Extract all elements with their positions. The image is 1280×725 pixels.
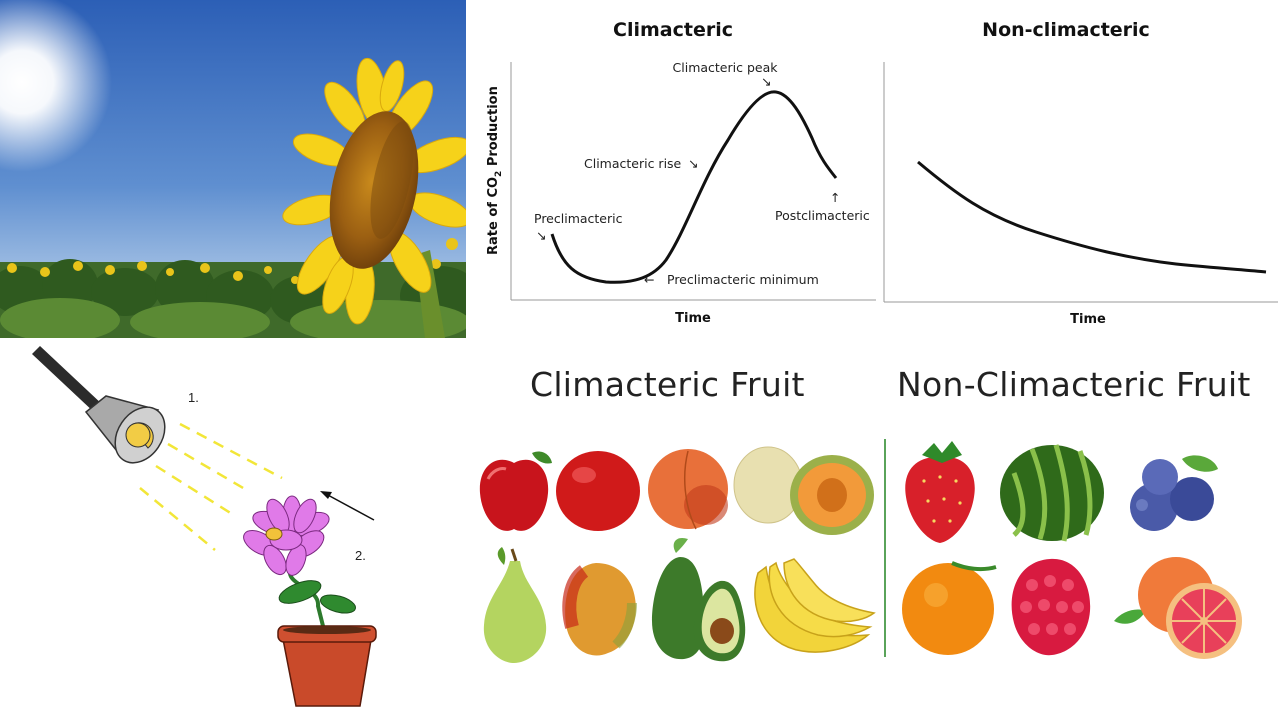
climacteric-fruit-heading: Climacteric Fruit [530, 365, 805, 404]
preclimacteric-minimum-label: Preclimacteric minimum [667, 272, 819, 287]
potted-flower-icon [243, 495, 377, 707]
grapefruit-icon [1114, 557, 1242, 659]
y-axis-label: Rate of CO2 Production [486, 86, 504, 255]
preclimacteric-label: Preclimacteric [534, 211, 623, 226]
orange-icon [902, 561, 997, 655]
minimum-arrow-icon: ← [644, 272, 654, 287]
sunflower-photo [0, 0, 466, 338]
strawberry-icon [905, 441, 975, 543]
mango-icon [562, 563, 637, 656]
respiration-graphs: Climacteric Rate of CO2 Production Time … [466, 0, 1280, 345]
lamp-icon [84, 395, 166, 464]
climacteric-rise-label: Climacteric rise [584, 156, 682, 171]
blueberry-icon [1130, 455, 1218, 531]
sunflower-illustration [0, 0, 466, 338]
non-climacteric-curve [917, 160, 1267, 274]
watermelon-icon [1000, 444, 1104, 542]
lamp-flower-diagram: 1. 2. [0, 338, 466, 720]
non-climacteric-graph: Non-climacteric Time [883, 19, 1278, 327]
x-axis-label: Time [1070, 312, 1106, 327]
climacteric-peak-label: Climacteric peak [673, 60, 779, 75]
non-climacteric-fruit-heading: Non-Climacteric Fruit [897, 365, 1251, 404]
apple-icon [479, 451, 552, 531]
peak-arrow-icon: ↘ [761, 74, 771, 89]
raspberry-icon [1011, 558, 1091, 656]
pear-icon [483, 547, 547, 663]
climacteric-graph-title: Climacteric [613, 19, 733, 41]
cantaloupe-icon [733, 446, 874, 535]
climacteric-graph: Climacteric Rate of CO2 Production Time … [486, 19, 876, 326]
light-rays [139, 422, 283, 551]
step-2-label: 2. [355, 548, 366, 563]
postclimacteric-label: Postclimacteric [775, 208, 870, 223]
avocado-icon [652, 537, 746, 662]
non-climacteric-graph-title: Non-climacteric [982, 19, 1150, 41]
sun-icon [0, 0, 112, 172]
preclimacteric-arrow-icon: ↘ [536, 228, 546, 243]
step-1-label: 1. [188, 390, 199, 405]
peach-icon [648, 449, 728, 530]
direction-arrow-icon [320, 491, 375, 521]
nectarine-icon [556, 451, 640, 531]
rise-arrow-icon: ↘ [688, 156, 698, 171]
banana-icon [754, 558, 876, 653]
lamp-arm [32, 346, 104, 414]
postclimacteric-arrow-icon: ↑ [830, 190, 840, 205]
climacteric-curve [550, 90, 838, 284]
fruit-comparison: Climacteric Fruit Non-Climacteric Fruit [466, 345, 1280, 720]
x-axis-label: Time [675, 311, 711, 326]
